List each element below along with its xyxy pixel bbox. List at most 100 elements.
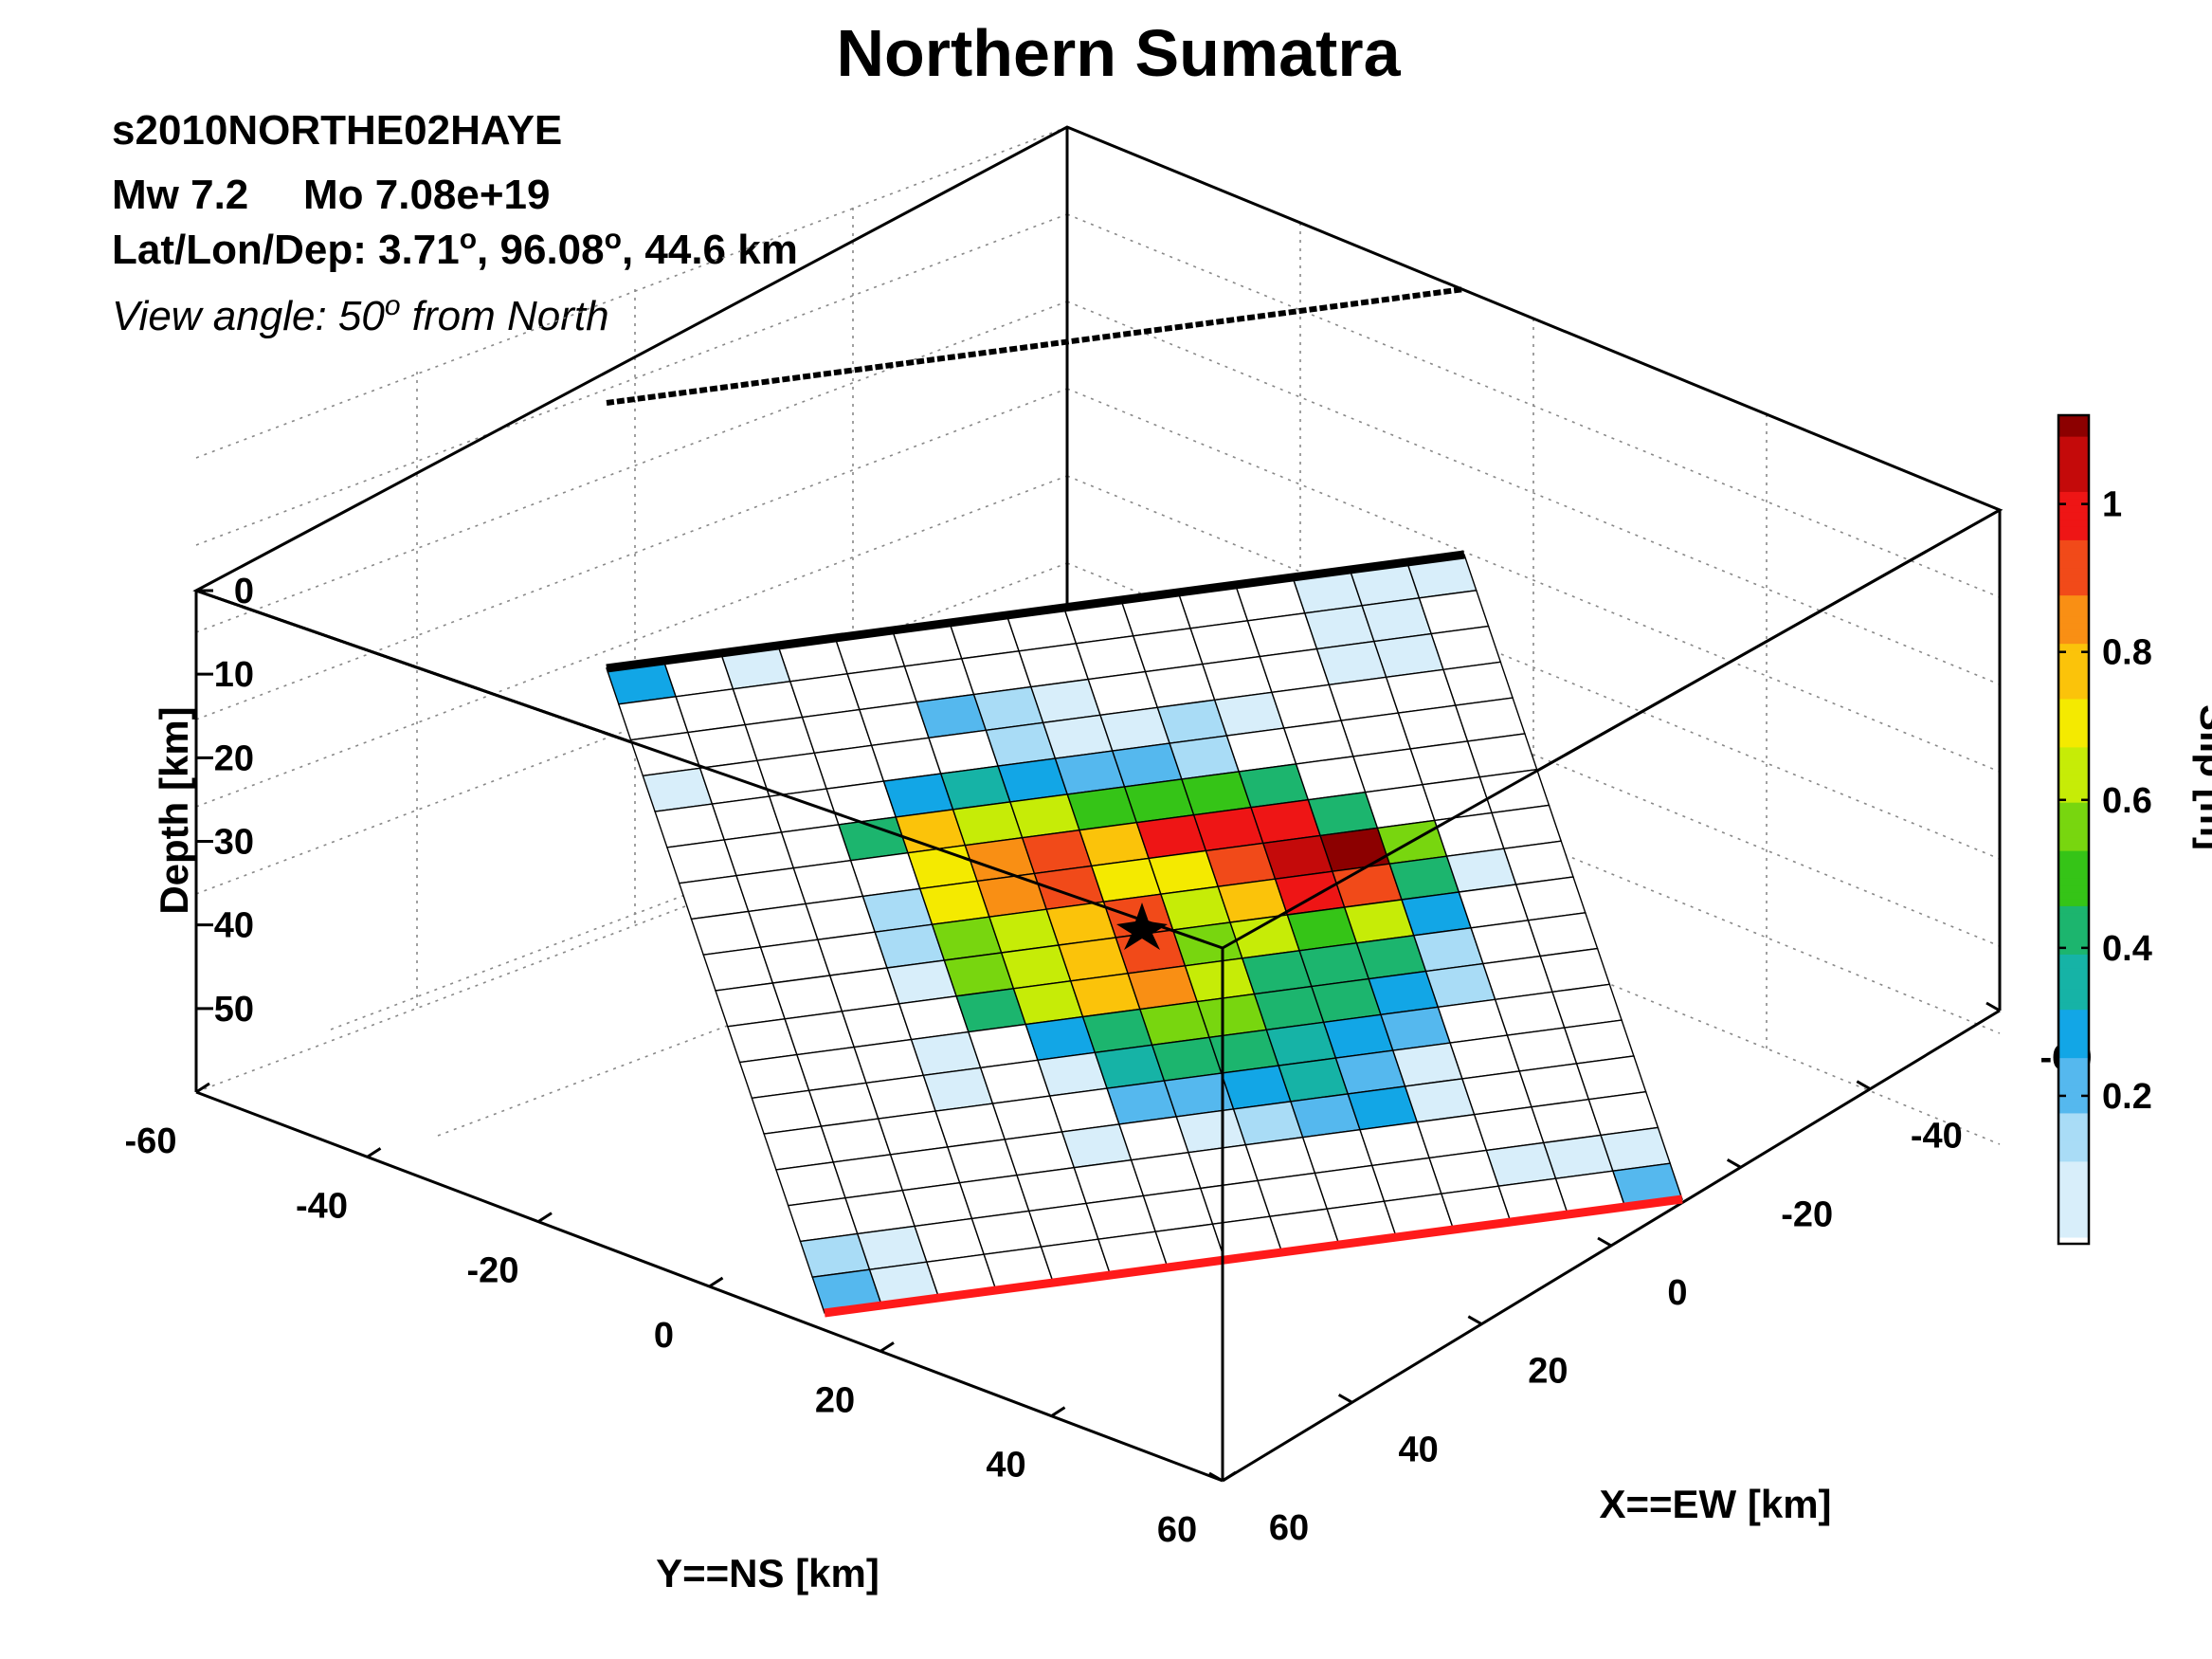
colorbar-swatch <box>2058 422 2089 430</box>
grid-line <box>195 562 1068 895</box>
grid-line <box>195 126 1068 459</box>
colorbar-swatch <box>2058 1070 2089 1079</box>
colorbar-swatch <box>2058 1126 2089 1135</box>
colorbar: 0.2 0.4 0.6 0.8 1 <box>2057 413 2152 1246</box>
depth-tick-label: 10 <box>214 655 254 695</box>
colorbar-swatch <box>2058 1085 2089 1093</box>
ns-tick-mark <box>1050 1406 1066 1417</box>
colorbar-swatch <box>2058 1133 2089 1141</box>
colorbar-swatch <box>2058 664 2089 672</box>
colorbar-frame <box>2057 413 2091 1246</box>
ew-tick-label: 0 <box>1667 1273 1687 1313</box>
grid-line <box>195 301 1068 633</box>
colorbar-swatch <box>2058 753 2089 761</box>
latitude-label: Lat/Lon/Dep: 3.71 <box>112 227 460 273</box>
colorbar-swatch <box>2058 594 2089 603</box>
fault-bottom-edge <box>824 1194 1683 1318</box>
colorbar-swatch <box>2058 456 2089 465</box>
colorbar-swatch <box>2058 608 2089 617</box>
colorbar-swatch <box>2058 532 2089 540</box>
colorbar-swatch <box>2058 449 2089 458</box>
colorbar-swatch <box>2058 1022 2089 1031</box>
grid-line <box>1066 388 2001 773</box>
colorbar-swatch <box>2058 615 2089 624</box>
ns-axis: -60 -40 -20 0 20 40 60 <box>125 1082 1237 1550</box>
colorbar-swatch <box>2058 1209 2089 1217</box>
ew-tick-mark <box>1726 1158 1742 1169</box>
colorbar-swatch <box>2058 939 2089 948</box>
colorbar-swatch <box>2058 1175 2089 1183</box>
colorbar-swatch <box>2058 774 2089 782</box>
colorbar-tick-label: 0.4 <box>2102 929 2152 969</box>
colorbar-swatch <box>2058 1202 2089 1211</box>
colorbar-swatch <box>2058 539 2089 548</box>
ns-tick-mark <box>1222 1470 1237 1483</box>
colorbar-swatch <box>2058 519 2089 527</box>
colorbar-swatch <box>2058 1215 2089 1224</box>
colorbar-swatch <box>2058 1223 2089 1231</box>
grid-line <box>195 475 1068 808</box>
box-front-edge <box>195 589 1224 950</box>
colorbar-swatch <box>2058 1195 2089 1204</box>
colorbar-swatch <box>2058 428 2089 437</box>
ns-tick-mark <box>879 1341 895 1353</box>
colorbar-swatch <box>2058 574 2089 582</box>
colorbar-swatch <box>2058 1236 2089 1245</box>
colorbar-swatch <box>2058 864 2089 872</box>
lat-lon-depth-line: Lat/Lon/Dep: 3.71o, 96.08o, 44.6 km <box>112 224 798 273</box>
view-angle-line: View angle: 50o from North <box>112 290 609 339</box>
colorbar-swatch <box>2058 415 2089 424</box>
colorbar-swatch <box>2058 712 2089 720</box>
colorbar-swatch <box>2058 504 2089 513</box>
chart-title: Northern Sumatra <box>836 16 1401 90</box>
ew-tick-label: -20 <box>1781 1194 1833 1234</box>
colorbar-swatch <box>2058 849 2089 858</box>
view-angle-suffix: from North <box>401 293 609 339</box>
colorbar-swatch <box>2058 884 2089 893</box>
magnitude-line: Mw 7.2 Mo 7.08e+19 <box>112 172 551 218</box>
colorbar-swatch <box>2058 1119 2089 1127</box>
depth-tick-label: 20 <box>214 738 254 778</box>
colorbar-swatch <box>2058 656 2089 665</box>
colorbar-swatch <box>2058 498 2089 506</box>
depth-value: , 44.6 km <box>622 227 798 273</box>
ew-tick-mark <box>1985 1001 2001 1012</box>
colorbar-swatch <box>2058 815 2089 824</box>
colorbar-swatch <box>2058 670 2089 679</box>
ew-tick-label: -40 <box>1911 1117 1963 1157</box>
colorbar-swatch <box>2058 1002 2089 1011</box>
colorbar-swatch <box>2058 739 2089 748</box>
colorbar-swatch <box>2058 704 2089 713</box>
colorbar-swatch <box>2058 511 2089 520</box>
colorbar-swatch <box>2058 1112 2089 1121</box>
colorbar-swatch <box>2058 1147 2089 1156</box>
colorbar-swatch <box>2058 1064 2089 1072</box>
longitude-value: , 96.08 <box>477 227 605 273</box>
ns-tick-mark <box>195 1082 210 1094</box>
depth-tick-label: 40 <box>214 906 254 946</box>
ew-tick-label: 60 <box>1269 1508 1309 1548</box>
colorbar-swatch <box>2058 622 2089 630</box>
colorbar-swatch <box>2058 1091 2089 1100</box>
colorbar-swatch <box>2058 1043 2089 1051</box>
ew-tick-label: 20 <box>1528 1352 1568 1392</box>
colorbar-swatch <box>2058 588 2089 596</box>
ns-tick-label: 60 <box>1157 1510 1197 1550</box>
colorbar-tick-label: 1 <box>2102 485 2122 525</box>
colorbar-swatch <box>2058 1078 2089 1086</box>
colorbar-swatch <box>2058 794 2089 803</box>
colorbar-swatch <box>2058 912 2089 921</box>
colorbar-swatch <box>2058 974 2089 983</box>
colorbar-swatch <box>2058 877 2089 886</box>
colorbar-swatch <box>2058 525 2089 534</box>
colorbar-swatch <box>2058 636 2089 645</box>
moment-magnitude: Mw 7.2 <box>112 172 248 218</box>
fault-plane <box>606 554 1683 1314</box>
grid-line <box>195 213 1068 546</box>
colorbar-swatch <box>2058 1154 2089 1162</box>
ew-tick-mark <box>1597 1236 1612 1248</box>
colorbar-swatch <box>2058 891 2089 900</box>
depth-axis: 0 10 20 30 40 50 <box>196 572 254 1030</box>
grid-line <box>1066 301 2001 685</box>
